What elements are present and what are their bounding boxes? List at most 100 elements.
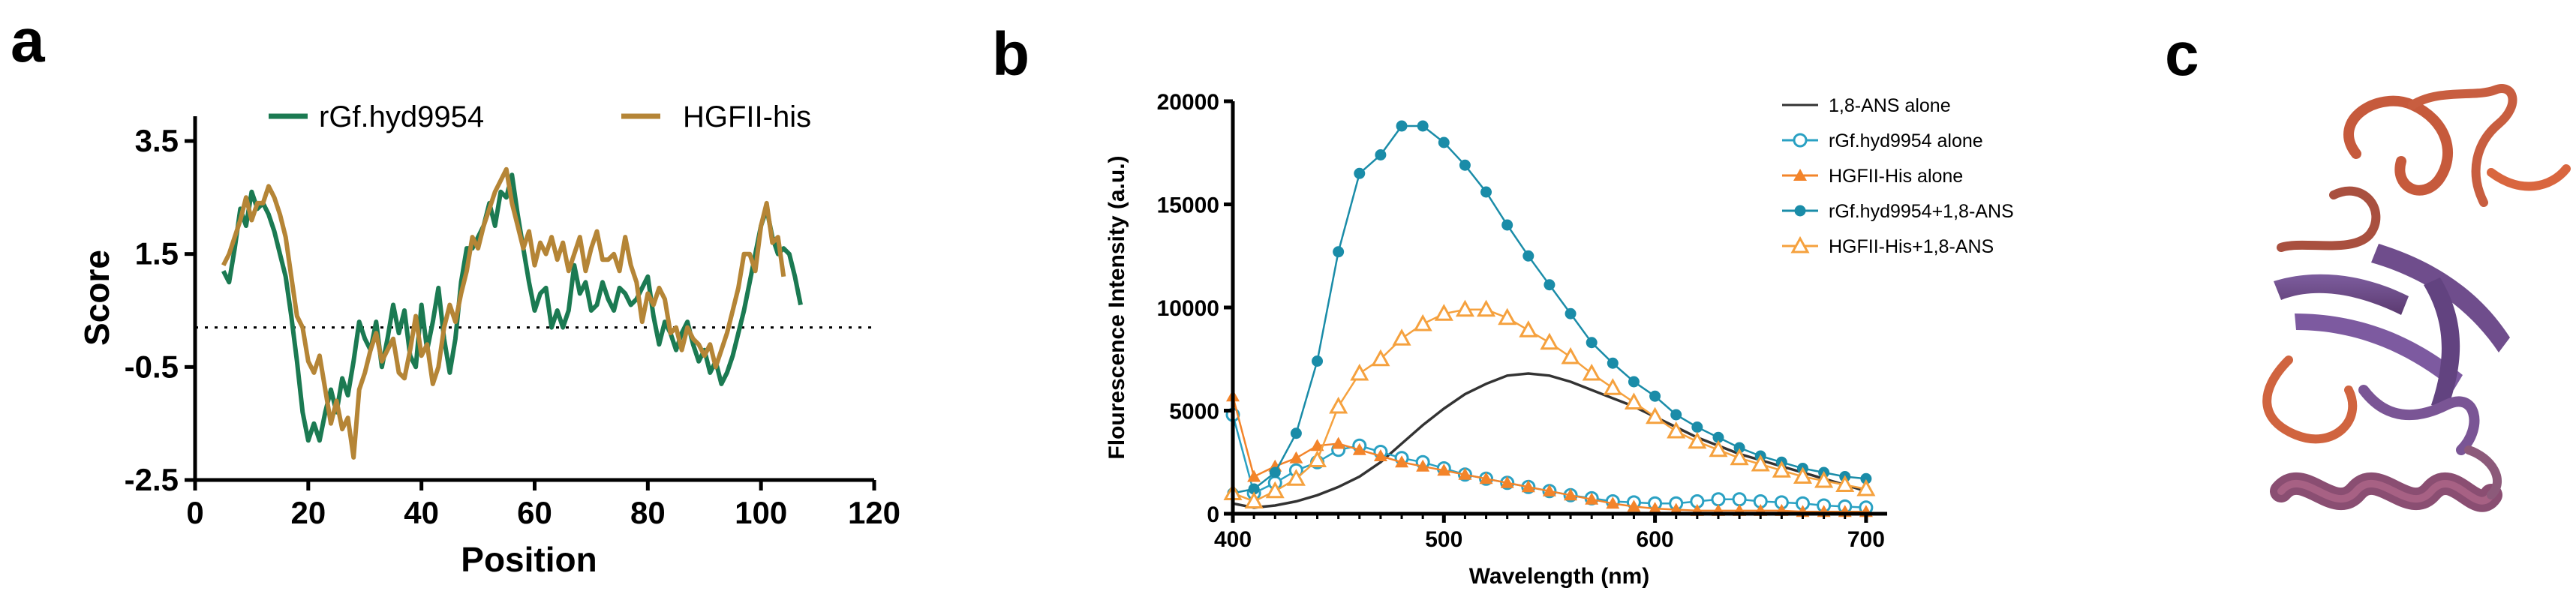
b-series-2-point	[1627, 500, 1641, 512]
b-legend: 1,8-ANS alone rGf.hyd9954 alone HGFII-His …	[1782, 95, 2014, 257]
b-series-line-3	[1232, 124, 1867, 494]
b-y-tick-label: 20000	[1157, 90, 1219, 115]
b-series-4-point	[1730, 448, 1749, 466]
b-x-tick-label: 700	[1847, 527, 1885, 552]
b-series-layer	[1223, 120, 1876, 518]
b-series-4-point	[1371, 349, 1390, 367]
b-series-2-point	[1416, 459, 1430, 472]
b-series-4-point	[1455, 299, 1474, 317]
b-legend-label-1: rGf.hyd9954 alone	[1829, 130, 1983, 152]
b-x-tick-label: 600	[1637, 527, 1674, 552]
ribbon-tail-right	[2487, 164, 2571, 191]
ribbon-strand-3	[2295, 314, 2463, 390]
a-legend-label-hgfii: HGFII-his	[683, 100, 811, 134]
ribbon-loop-top-right	[2408, 84, 2517, 207]
b-series-3-point	[1628, 376, 1640, 388]
b-series-3-point	[1586, 337, 1598, 349]
b-series-3-point	[1354, 167, 1366, 179]
ribbon-strand-1	[2274, 274, 2409, 315]
ribbon-loop-lower-left	[2262, 356, 2358, 444]
panel-c-letter: c	[2165, 20, 2199, 88]
panel-b-letter: b	[992, 20, 1029, 88]
b-series-4-point	[1646, 406, 1665, 424]
b-series-3-point	[1649, 390, 1661, 402]
b-series-3-point	[1501, 219, 1513, 231]
b-series-4-point	[1265, 481, 1285, 499]
b-series-4-point	[1835, 475, 1855, 492]
b-series-2-point	[1373, 449, 1387, 461]
b-series-3-point	[1607, 357, 1619, 369]
b-legend-label-3: rGf.hyd9954+1,8-ANS	[1829, 201, 2014, 222]
a-y-tick-label: -0.5	[125, 349, 179, 384]
b-series-4-point	[1624, 392, 1644, 410]
b-ticks-layer: 400 500 600 700 0 5000 10000 15000 20000	[1157, 90, 1885, 552]
b-y-tick-label: 0	[1207, 502, 1219, 527]
b-series-2-point	[1437, 464, 1451, 476]
a-x-tick-label: 100	[735, 495, 787, 530]
ribbon-strand-4	[2424, 278, 2460, 409]
b-series-2-point	[1352, 442, 1366, 455]
b-series-2-point	[1648, 502, 1662, 514]
a-x-axis-title: Position	[461, 540, 597, 579]
b-series-2-point	[1521, 480, 1535, 493]
ribbon-helix-highlight	[2277, 479, 2495, 505]
b-series-4-point	[1772, 460, 1791, 478]
b-series-3-point	[1333, 246, 1345, 258]
a-y-axis-title: Score	[77, 250, 116, 346]
a-x-tick-label: 0	[186, 495, 203, 530]
a-series-layer	[221, 166, 803, 460]
b-series-4-point	[1244, 491, 1264, 508]
b-series-4-point	[1413, 314, 1432, 332]
b-series-3-point	[1670, 409, 1682, 421]
b-series-2-point	[1458, 467, 1472, 480]
b-series-3-point	[1459, 159, 1471, 171]
b-series-4-point	[1582, 363, 1601, 381]
b-series-2-point	[1310, 439, 1324, 452]
b-series-4-point	[1392, 328, 1411, 346]
b-x-axis-title: Wavelength (nm)	[1469, 564, 1650, 589]
b-series-4-point	[1329, 396, 1348, 414]
chart-a: 0 20 40 60 80 100 120 -2.5 -0.5 1.5 3.5 Position S…	[77, 100, 900, 579]
b-legend-label-2: HGFII-His alone	[1829, 166, 1963, 187]
b-series-4-point	[1751, 454, 1770, 472]
b-y-tick-label: 10000	[1157, 296, 1219, 321]
b-series-4-point	[1856, 478, 1876, 496]
b-series-2-point	[1395, 455, 1409, 468]
b-series-3-point	[1480, 186, 1492, 198]
b-series-2-point	[1247, 470, 1261, 482]
b-legend-marker-2	[1793, 169, 1807, 181]
panel-a-letter: a	[11, 7, 46, 75]
a-x-tick-label: 120	[848, 495, 900, 530]
b-series-2-point	[1331, 436, 1345, 449]
a-y-tick-label: -2.5	[125, 462, 179, 497]
a-x-tick-label: 20	[290, 495, 326, 530]
b-legend-label-0: 1,8-ANS alone	[1829, 95, 1951, 116]
a-y-tick-label: 3.5	[135, 123, 179, 158]
b-series-4-point	[1434, 304, 1453, 321]
b-series-2-point	[1564, 488, 1578, 501]
b-series-4-point	[1709, 440, 1728, 458]
b-series-1-point	[1732, 492, 1747, 507]
ribbon-strand-2	[2371, 244, 2510, 352]
b-series-2-point	[1542, 484, 1556, 496]
b-series-4-point	[1540, 332, 1559, 350]
a-x-tick-label: 40	[404, 495, 439, 530]
chart-b: 400 500 600 700 0 5000 10000 15000 20000 Wavelen…	[1105, 90, 2014, 589]
a-legend: rGf.hyd9954 HGFII-his	[269, 100, 811, 134]
b-series-3-point	[1565, 308, 1577, 320]
b-series-3-point	[1438, 136, 1450, 148]
b-series-4-point	[1350, 363, 1369, 381]
b-legend-marker-3	[1794, 205, 1806, 217]
b-series-4-point	[1286, 469, 1306, 486]
b-series-3-point	[1417, 120, 1429, 132]
b-series-4-point	[1519, 320, 1538, 338]
b-series-3-point	[1522, 250, 1534, 262]
a-series-line-1	[221, 166, 786, 460]
b-series-2-point	[1585, 492, 1599, 505]
b-series-4-point	[1814, 470, 1834, 488]
b-series-2-point	[1479, 472, 1493, 484]
b-series-4-point	[1561, 346, 1580, 364]
b-series-3-point	[1691, 422, 1703, 433]
a-legend-label-rgf: rGf.hyd9954	[319, 100, 484, 134]
